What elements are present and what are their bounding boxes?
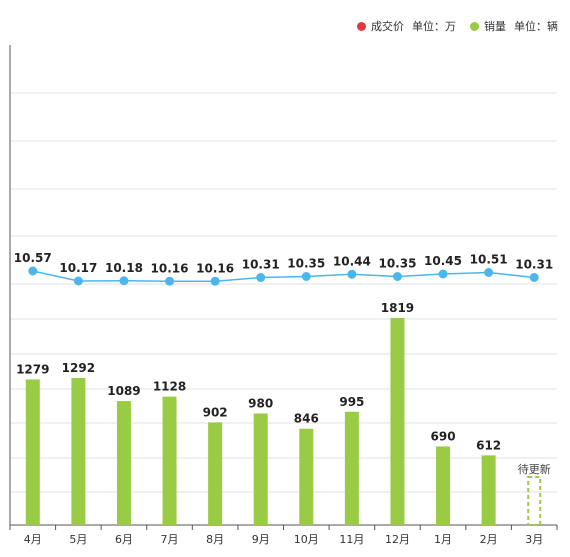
price-point-6 — [301, 272, 311, 281]
price-legend-dot-icon — [357, 21, 366, 31]
sales-legend-dot-icon — [470, 21, 479, 31]
x-tick-label-2: 6月 — [115, 533, 133, 546]
x-tick-label-9: 1月 — [434, 533, 452, 546]
price-value-label-9: 10.45 — [424, 254, 462, 268]
legend-sales-label: 销量 — [484, 20, 506, 33]
legend-item-price[interactable]: 成交价 单位：万 — [357, 18, 456, 34]
bar-value-label-6: 846 — [294, 412, 319, 426]
legend-price-label: 成交价 — [371, 20, 404, 33]
bar-4 — [208, 422, 223, 525]
price-point-9 — [438, 269, 448, 279]
price-line — [32, 270, 535, 282]
legend-sales-unit: 单位：辆 — [514, 20, 558, 33]
bar-7 — [344, 411, 359, 525]
bar-9 — [436, 446, 451, 525]
bar-2 — [116, 401, 131, 525]
x-tick-label-5: 9月 — [252, 533, 270, 546]
bar-value-label-0: 1279 — [16, 362, 49, 376]
bar-value-label-8: 1819 — [381, 301, 414, 315]
bar-value-label-5: 980 — [248, 396, 273, 410]
bar-value-label-9: 690 — [431, 429, 456, 443]
bar-value-label-3: 1128 — [153, 380, 186, 394]
bar-value-label-1: 1292 — [62, 361, 95, 375]
price-point-7 — [347, 269, 357, 279]
x-tick-label-6: 10月 — [294, 533, 319, 546]
price-point-5 — [256, 273, 266, 282]
price-point-4 — [210, 276, 220, 286]
legend-item-sales[interactable]: 销量 单位：辆 — [470, 18, 558, 34]
price-value-label-2: 10.18 — [105, 261, 143, 275]
bar-value-label-7: 995 — [339, 395, 364, 409]
bar-value-label-4: 902 — [203, 405, 228, 419]
bar-3 — [162, 396, 177, 525]
price-value-label-8: 10.35 — [378, 257, 416, 271]
price-point-10 — [484, 268, 494, 277]
bar-5 — [253, 413, 268, 525]
price-value-label-1: 10.17 — [59, 261, 97, 275]
price-point-2 — [119, 276, 129, 286]
chart-legend: 成交价 单位：万 销量 单位：辆 — [343, 17, 558, 35]
x-tick-label-1: 5月 — [69, 533, 87, 546]
x-tick-label-11: 3月 — [525, 533, 543, 546]
bar-1 — [71, 377, 86, 525]
price-value-label-10: 10.51 — [470, 253, 508, 267]
x-tick-label-0: 4月 — [24, 533, 42, 546]
bar-value-label-10: 612 — [476, 438, 501, 452]
x-tick-label-4: 8月 — [206, 533, 224, 546]
price-value-label-11: 10.31 — [515, 258, 553, 272]
x-tick-label-10: 2月 — [480, 533, 498, 546]
bar-6 — [299, 428, 314, 525]
bar-10 — [481, 455, 496, 525]
price-value-label-4: 10.16 — [196, 261, 234, 275]
pending-bar-11 — [527, 476, 542, 526]
legend-price-unit: 单位：万 — [412, 20, 456, 33]
x-tick-label-8: 12月 — [385, 533, 410, 546]
price-value-label-5: 10.31 — [242, 258, 280, 272]
price-value-label-0: 10.57 — [14, 251, 52, 265]
price-point-8 — [392, 272, 402, 281]
bar-8 — [390, 318, 405, 525]
x-tick-label-7: 11月 — [339, 533, 364, 546]
bar-0 — [25, 379, 40, 525]
price-point-11 — [529, 273, 539, 282]
price-point-0 — [28, 266, 38, 276]
x-tick-label-3: 7月 — [161, 533, 179, 546]
pending-label: 待更新 — [518, 462, 551, 476]
price-value-label-6: 10.35 — [287, 257, 325, 271]
price-value-label-7: 10.44 — [333, 254, 371, 268]
price-point-3 — [165, 276, 175, 286]
price-point-1 — [73, 276, 83, 286]
bar-value-label-2: 1089 — [107, 384, 140, 398]
price-value-label-3: 10.16 — [151, 261, 189, 275]
